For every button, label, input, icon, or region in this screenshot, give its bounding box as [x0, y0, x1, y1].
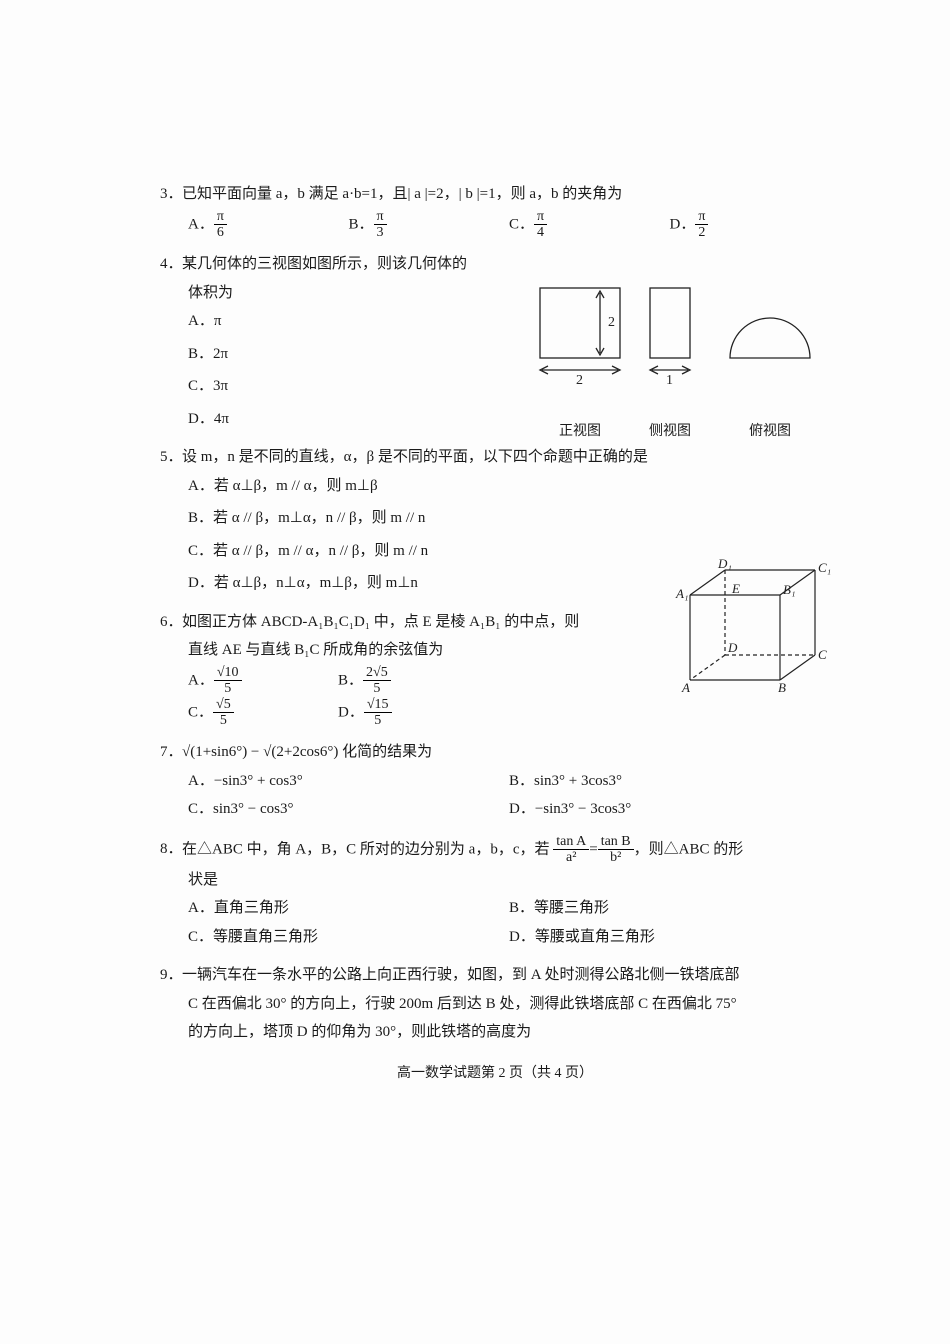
q6-stem1: 如图正方体 ABCD-A₁B₁C₁D₁ 中，点 E 是棱 A₁B₁ 的中点，则 [182, 614, 579, 630]
svg-text:D₁: D₁ [717, 556, 732, 571]
svg-text:B₁: B₁ [783, 582, 795, 597]
front-view-label: 正视图 [530, 419, 630, 446]
svg-text:E: E [731, 581, 740, 596]
dim-2b: 2 [576, 373, 583, 388]
q5-opt-a: A．若 α⊥β，m // α，则 m⊥β [188, 472, 830, 501]
q3-options: A．π6 B．π3 C．π4 D．π2 [160, 209, 830, 241]
three-view-svg: 2 2 1 [530, 278, 830, 408]
q6-num: 6． [160, 608, 182, 637]
q8-stem-post: ，则△ABC 的形 [634, 841, 744, 857]
q9-num: 9． [160, 961, 182, 990]
dim-2a: 2 [608, 315, 615, 330]
exam-page: 3．已知平面向量 a，b 满足 a·b=1，且| a |=2，| b |=1，则… [0, 0, 950, 1344]
q8-stem-pre: 在△ABC 中，角 A，B，C 所对的边分别为 a，b，c，若 [182, 841, 553, 857]
question-3: 3．已知平面向量 a，b 满足 a·b=1，且| a |=2，| b |=1，则… [160, 180, 830, 240]
q3-opt-c: C．π4 [509, 209, 670, 241]
q8-opt-a: A．直角三角形 [188, 894, 509, 923]
q5-num: 5． [160, 443, 182, 472]
q3-num: 3． [160, 180, 182, 209]
q7-opt-b: B．sin3° + 3cos3° [509, 767, 830, 796]
q6-opt-a: A．√105 [188, 665, 338, 697]
q8-options-row1: A．直角三角形 B．等腰三角形 [160, 894, 830, 923]
q6-opt-d: D．√155 [338, 697, 488, 729]
q7-opt-d: D．−sin3° − 3cos3° [509, 795, 830, 824]
q3-opt-a: A．π6 [188, 209, 349, 241]
svg-text:B: B [778, 680, 786, 695]
q8-opt-d: D．等腰或直角三角形 [509, 923, 830, 952]
q6-opt-c: C．√55 [188, 697, 338, 729]
q4-num: 4． [160, 250, 182, 279]
cube-svg: D₁ C₁ A₁ B₁ E D C A B [670, 560, 830, 700]
q8-stem2: 状是 [160, 866, 830, 895]
q5-stem: 设 m，n 是不同的直线，α，β 是不同的平面，以下四个命题中正确的是 [182, 449, 648, 465]
svg-text:A: A [681, 680, 690, 695]
q3-opt-d: D．π2 [670, 209, 831, 241]
q9-line2: C 在西偏北 30° 的方向上，行驶 200m 后到达 B 处，测得此铁塔底部 … [160, 990, 830, 1019]
question-9: 9．一辆汽车在一条水平的公路上向正西行驶，如图，到 A 处时测得公路北侧一铁塔底… [160, 961, 830, 1047]
q8-num: 8． [160, 835, 182, 864]
q9-line1: 一辆汽车在一条水平的公路上向正西行驶，如图，到 A 处时测得公路北侧一铁塔底部 [182, 967, 740, 983]
q7-options-row2: C．sin3° − cos3° D．−sin3° − 3cos3° [160, 795, 830, 824]
question-8: 8．在△ABC 中，角 A，B，C 所对的边分别为 a，b，c，若 tan Aa… [160, 834, 830, 951]
q3-opt-b: B．π3 [349, 209, 510, 241]
q7-opt-c: C．sin3° − cos3° [188, 795, 509, 824]
q7-options-row1: A．−sin3° + cos3° B．sin3° + 3cos3° [160, 767, 830, 796]
svg-text:C₁: C₁ [818, 560, 831, 575]
dim-1: 1 [666, 373, 673, 388]
svg-text:D: D [727, 640, 738, 655]
svg-text:C: C [818, 647, 827, 662]
q8-opt-b: B．等腰三角形 [509, 894, 830, 923]
side-view-label: 侧视图 [630, 419, 710, 446]
q3-stem: 已知平面向量 a，b 满足 a·b=1，且| a |=2，| b |=1，则 a… [182, 186, 622, 202]
top-view-label: 俯视图 [710, 419, 830, 446]
three-view-figure: 2 2 1 正视图 侧视图 俯视图 [530, 278, 830, 445]
q7-opt-a: A．−sin3° + cos3° [188, 767, 509, 796]
q8-options-row2: C．等腰直角三角形 D．等腰或直角三角形 [160, 923, 830, 952]
q7-num: 7． [160, 738, 182, 767]
svg-text:A₁: A₁ [675, 586, 688, 601]
question-7: 7．√(1+sin6°) − √(2+2cos6°) 化简的结果为 A．−sin… [160, 738, 830, 824]
q7-stem: √(1+sin6°) − √(2+2cos6°) 化简的结果为 [182, 744, 432, 760]
page-footer: 高一数学试题第 2 页（共 4 页） [160, 1061, 830, 1088]
q6-options: A．√105 C．√55 B．2√55 D．√155 [160, 665, 488, 729]
q5-opt-b: B．若 α // β，m⊥α，n // β，则 m // n [188, 504, 830, 533]
cube-figure: D₁ C₁ A₁ B₁ E D C A B [670, 560, 830, 700]
q9-line3: 的方向上，塔顶 D 的仰角为 30°，则此铁塔的高度为 [160, 1018, 830, 1047]
q6-opt-b: B．2√55 [338, 665, 488, 697]
q4-stem1: 某几何体的三视图如图所示，则该几何体的 [182, 256, 467, 272]
q8-opt-c: C．等腰直角三角形 [188, 923, 509, 952]
